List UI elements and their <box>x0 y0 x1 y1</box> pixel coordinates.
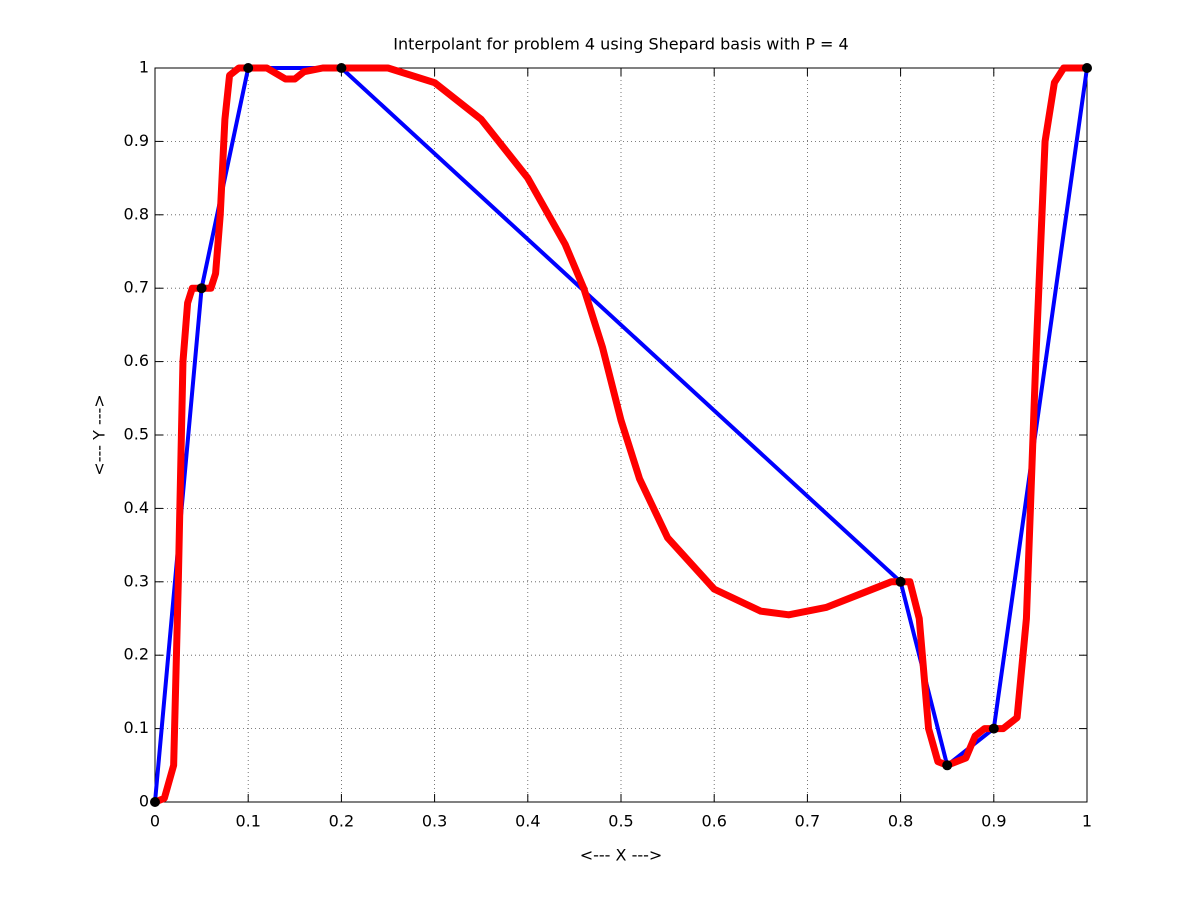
x-tick-label: 0.5 <box>608 812 633 831</box>
x-tick-label: 0.7 <box>795 812 820 831</box>
data-point <box>988 723 999 734</box>
x-tick-label: 0.1 <box>235 812 260 831</box>
x-axis-label: <--- X ---> <box>580 846 663 865</box>
x-tick-label: 0.8 <box>888 812 913 831</box>
chart-title: Interpolant for problem 4 using Shepard … <box>393 35 848 54</box>
data-point <box>150 797 160 807</box>
series-line <box>153 66 1089 803</box>
data-point <box>895 576 906 587</box>
y-tick-label: 0.2 <box>124 645 149 664</box>
y-tick-label: 0.4 <box>124 498 149 517</box>
x-tick-label: 0.6 <box>701 812 726 831</box>
data-point <box>942 760 953 771</box>
y-tick-label: 0.5 <box>124 425 149 444</box>
y-tick-label: 0 <box>139 792 149 811</box>
data-point <box>1082 63 1092 73</box>
y-tick-label: 0.6 <box>124 351 149 370</box>
y-tick-label: 0.9 <box>124 131 149 150</box>
y-tick-label: 0.1 <box>124 718 149 737</box>
y-tick-label: 0.8 <box>124 204 149 223</box>
data-point <box>336 63 347 73</box>
data-point <box>196 283 207 294</box>
y-tick-label: 1 <box>139 58 149 77</box>
axes-box <box>154 67 1088 803</box>
y-tick-label: 0.3 <box>124 571 149 590</box>
x-tick-label: 0.4 <box>515 812 540 831</box>
x-tick-label: 1 <box>1082 812 1092 831</box>
series-line <box>153 64 1087 806</box>
data-point <box>243 63 254 73</box>
x-tick-label: 0 <box>150 812 160 831</box>
y-tick-label: 0.7 <box>124 278 149 297</box>
x-tick-label: 0.9 <box>981 812 1006 831</box>
x-tick-label: 0.3 <box>422 812 447 831</box>
y-axis-label: <--- Y ---> <box>90 394 109 475</box>
x-tick-label: 0.2 <box>329 812 354 831</box>
